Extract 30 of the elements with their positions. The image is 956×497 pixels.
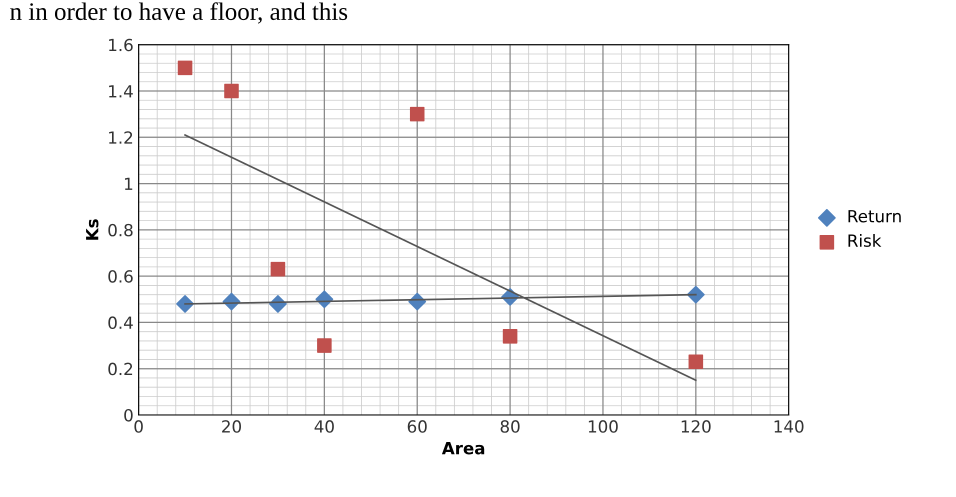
y-tick-label: 0.4 <box>108 316 133 329</box>
legend-label: Risk <box>848 234 882 247</box>
text: n in order to have a floor, and this <box>10 2 348 24</box>
y-tick-label: 0.8 <box>108 224 133 236</box>
x-axis-title: Area <box>442 442 484 454</box>
y-tick-label: 1.4 <box>109 85 133 98</box>
x-tick-label: 0 <box>134 420 143 433</box>
legend-label: Return <box>848 210 901 222</box>
point <box>317 338 332 353</box>
y-tick-label: 1.6 <box>109 38 133 52</box>
x-tick-label: 100 <box>588 420 618 433</box>
x-tick-label: 40 <box>314 420 334 433</box>
y-tick-label: 1 <box>124 178 132 190</box>
point <box>502 329 518 344</box>
point <box>410 106 425 122</box>
x-tick-label: 20 <box>222 420 241 433</box>
x-tick-label: 80 <box>500 420 520 433</box>
point <box>270 262 286 276</box>
x-tick-label: 140 <box>774 420 804 433</box>
y-tick-label: 1.2 <box>109 131 132 144</box>
x-tick-label: 60 <box>408 420 427 433</box>
y-tick-label: 0.6 <box>108 270 133 283</box>
point <box>178 60 192 76</box>
point <box>688 354 704 370</box>
y-tick-label: 0.2 <box>108 362 132 376</box>
y-axis-title: Ks <box>86 219 98 240</box>
point <box>686 286 705 304</box>
point <box>224 84 239 98</box>
y-tick-label: 0 <box>124 408 133 422</box>
x-tick-label: 120 <box>682 420 711 433</box>
